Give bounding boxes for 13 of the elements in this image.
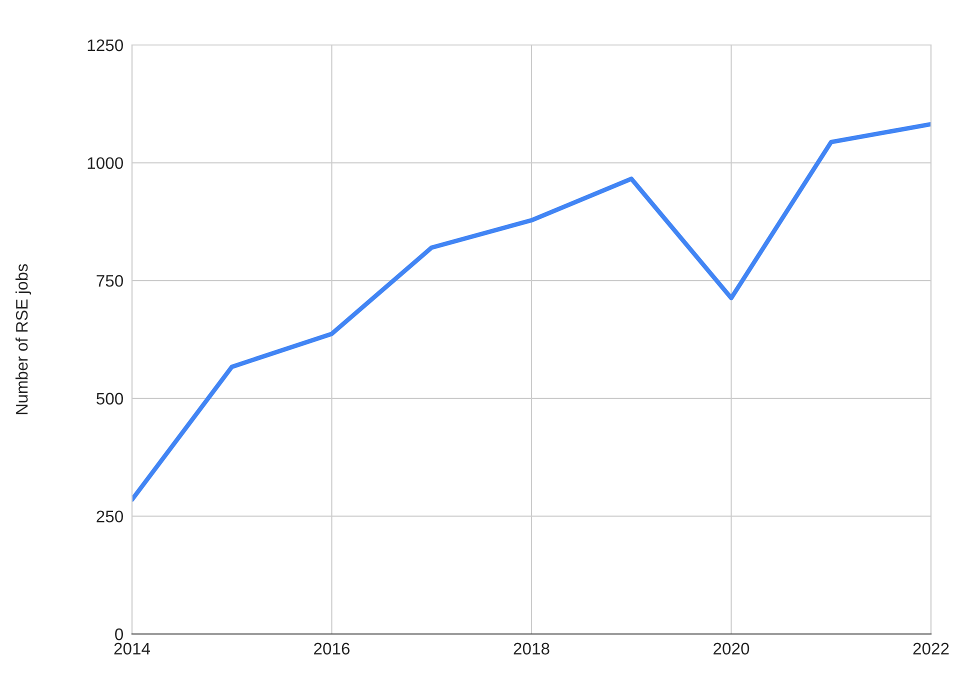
y-axis-title: Number of RSE jobs [16, 264, 32, 414]
y-tick-label: 0 [115, 628, 124, 640]
y-tick-label: 1250 [88, 39, 124, 52]
line-series [132, 122, 931, 502]
x-tick-label: 2020 [714, 642, 750, 655]
y-tick-label: 500 [96, 392, 124, 405]
y-tick-label: 250 [96, 510, 124, 522]
y-tick-label: 750 [96, 275, 124, 287]
x-tick-label: 2018 [514, 642, 550, 655]
x-tick-label: 2014 [114, 642, 150, 655]
x-tick-label: 2016 [314, 642, 350, 655]
x-tick-label: 2022 [913, 642, 949, 655]
y-tick-label: 1000 [88, 157, 124, 170]
